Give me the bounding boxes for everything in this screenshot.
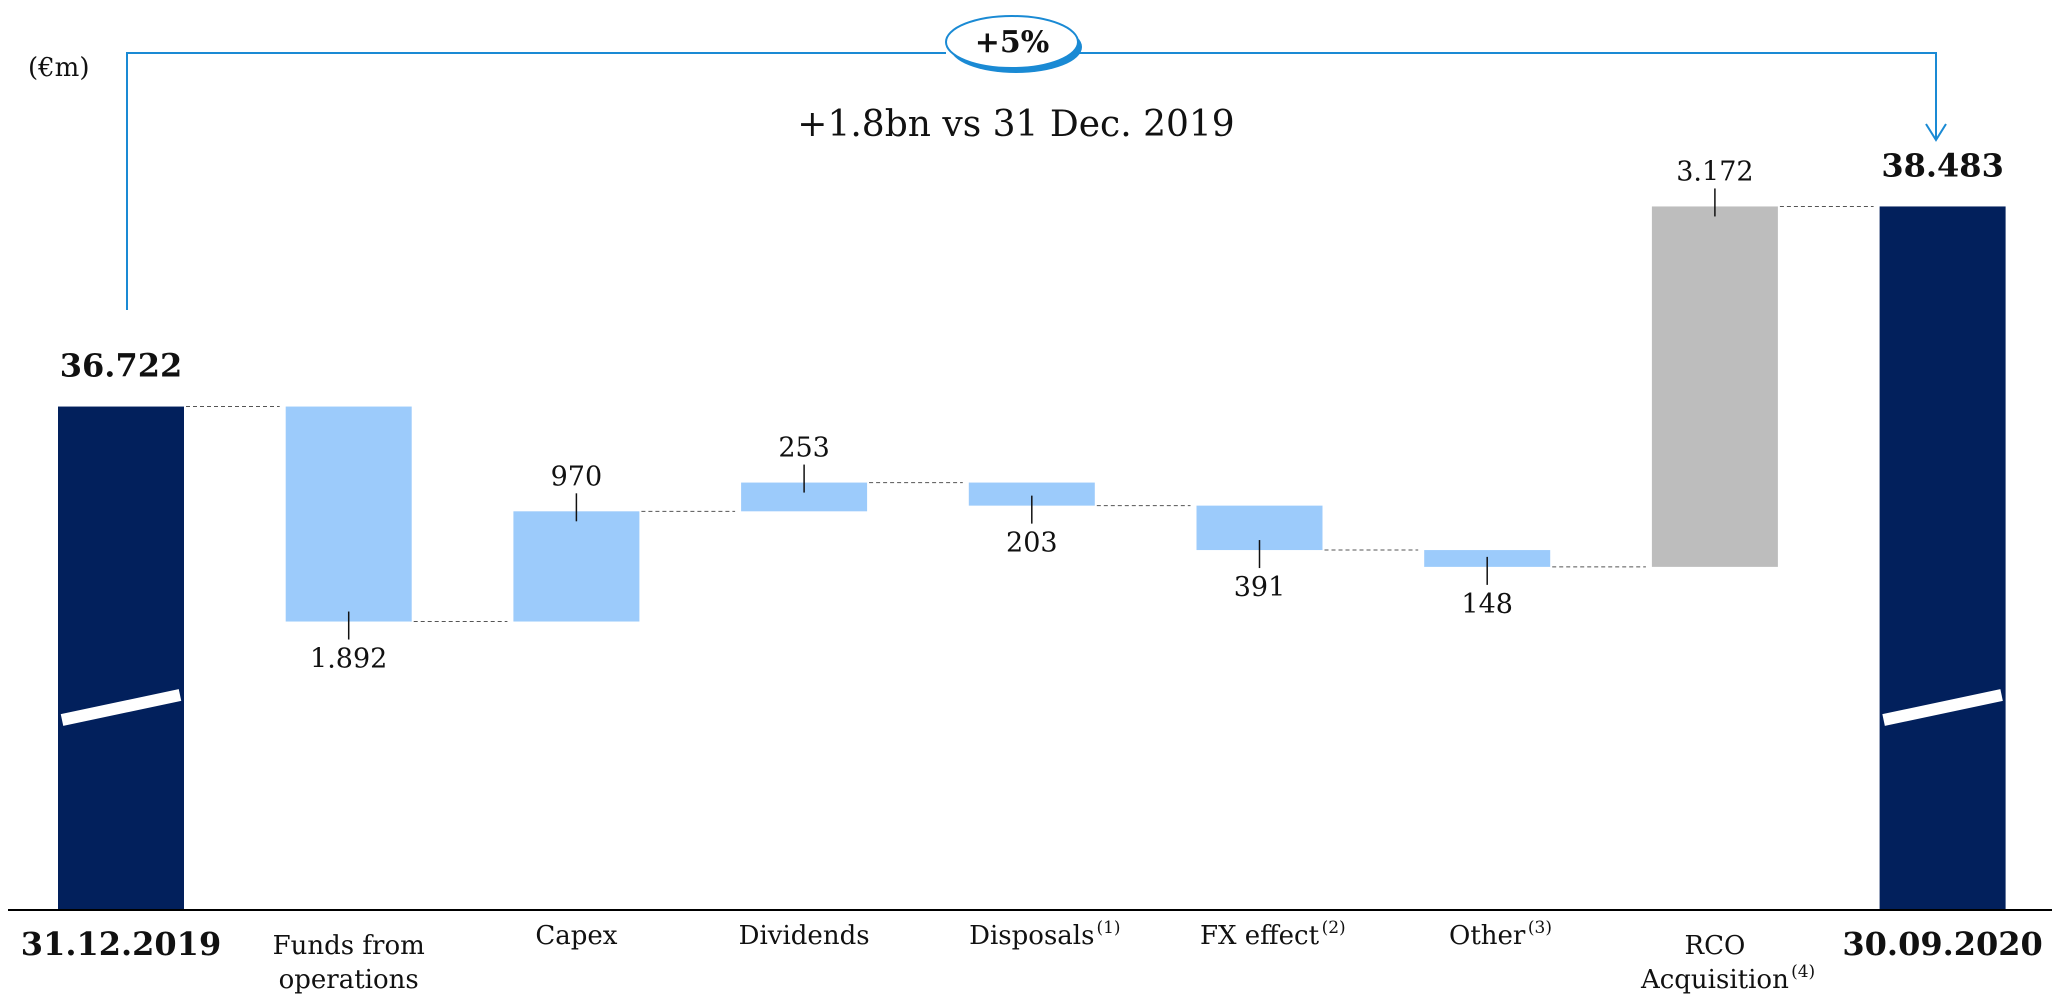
bar [285, 406, 412, 622]
value-label: 3.172 [1676, 156, 1753, 187]
arrow-head [1925, 123, 1947, 142]
unit-label: (€m) [28, 53, 89, 83]
x-tick-label: 31.12.2019 [21, 925, 221, 963]
bar [1651, 206, 1778, 567]
value-label: 148 [1461, 589, 1513, 620]
value-label: 391 [1234, 572, 1286, 603]
bar [58, 406, 184, 909]
break-mark [1882, 689, 2003, 726]
x-tick-label: Dividends [739, 921, 870, 951]
badge-text: +5% [975, 25, 1050, 60]
break-mark [60, 689, 182, 726]
subtitle: +1.8bn vs 31 Dec. 2019 [797, 104, 1234, 145]
bar [1879, 206, 2006, 910]
footnote-marker: (1) [1096, 918, 1120, 938]
value-label: 203 [1006, 528, 1058, 559]
bracket-right [1078, 52, 1937, 138]
x-tick-label: Disposals [969, 921, 1094, 951]
x-tick-label: Other [1449, 921, 1526, 951]
x-tick-label: RCO Acquisition [1640, 931, 1789, 995]
bar [968, 482, 1095, 506]
x-tick-label: 30.09.2020 [1842, 925, 2042, 963]
footnote-marker: (3) [1528, 918, 1552, 938]
bracket-left [126, 52, 946, 310]
footnote-marker: (2) [1322, 918, 1346, 938]
bar [513, 511, 640, 622]
value-label: 253 [778, 433, 830, 464]
x-tick-label: FX effect [1200, 921, 1320, 951]
badge [945, 15, 1079, 69]
value-label: 36.722 [60, 347, 182, 385]
x-tick-label: Capex [535, 921, 617, 951]
value-label: 1.892 [310, 644, 387, 675]
x-tick-label: Funds from operations [273, 931, 425, 995]
value-label: 38.483 [1881, 146, 2003, 184]
value-label: 970 [551, 461, 603, 492]
footnote-marker: (4) [1791, 962, 1815, 982]
